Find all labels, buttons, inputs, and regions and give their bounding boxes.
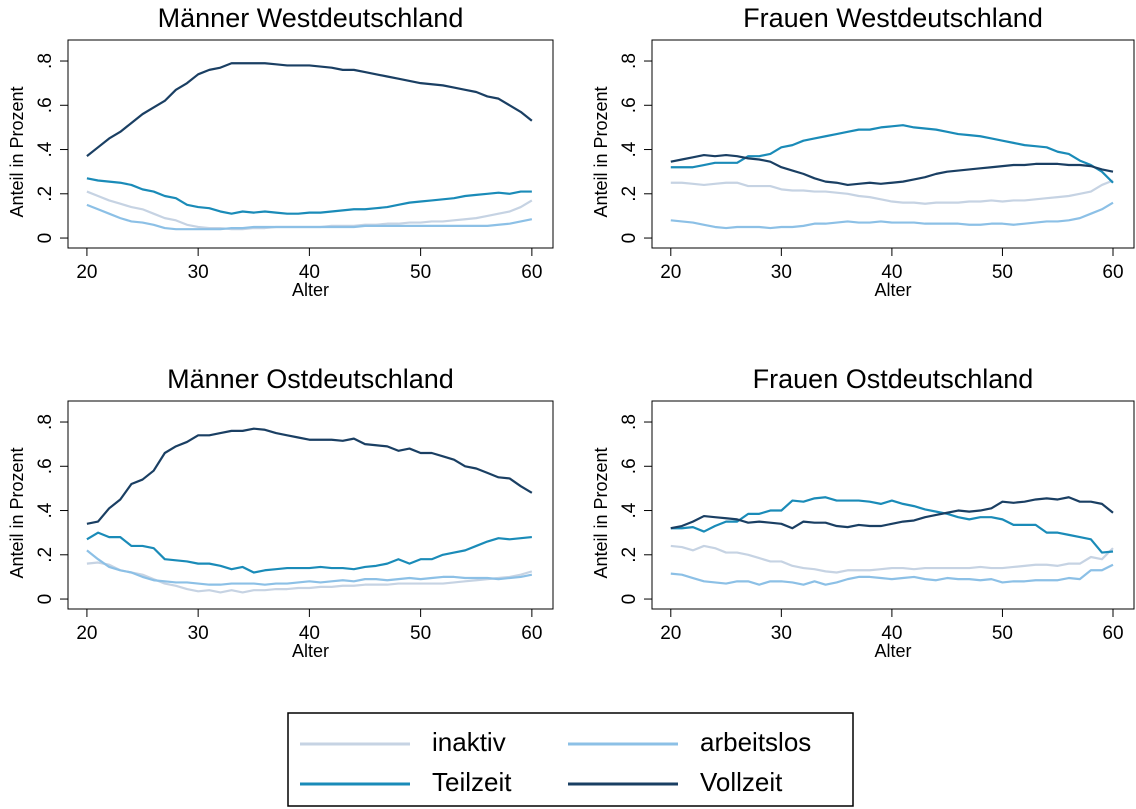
legend-box <box>287 712 854 807</box>
series-line <box>86 561 533 594</box>
x-tick-label: 60 <box>521 262 542 283</box>
chart-title: Männer Ostdeutschland <box>167 364 454 394</box>
y-tick-label: 0 <box>35 233 56 244</box>
plot-frame <box>651 400 1135 610</box>
x-tick-label: 50 <box>410 262 431 283</box>
series-line <box>86 203 533 231</box>
plot-frame <box>651 39 1135 249</box>
x-axis-label: Alter <box>874 641 911 661</box>
y-tick-label: .8 <box>35 414 56 430</box>
series-line <box>86 190 533 231</box>
series-line <box>86 549 533 586</box>
chart-title: Männer Westdeutschland <box>158 3 464 33</box>
series-line <box>670 179 1114 205</box>
legend-label: arbeitslos <box>700 727 811 757</box>
x-axis-label: Alter <box>292 280 329 300</box>
y-tick-label: 0 <box>35 594 56 605</box>
y-tick-label: .2 <box>35 186 56 202</box>
x-tick-label: 40 <box>299 623 320 644</box>
legend-label: Teilzeit <box>432 767 512 797</box>
series-line <box>86 62 533 158</box>
series-line <box>86 531 532 574</box>
y-axis-label: Anteil in Prozent <box>7 86 27 217</box>
y-tick-label: .2 <box>619 547 640 563</box>
x-tick-label: 30 <box>771 623 792 644</box>
x-tick-label: 20 <box>660 262 681 283</box>
x-axis-label: Alter <box>292 641 329 661</box>
y-tick-label: .8 <box>35 53 56 69</box>
y-tick-label: .6 <box>35 97 56 113</box>
y-axis-label: Anteil in Prozent <box>591 447 611 578</box>
series-line <box>670 496 1114 554</box>
series-line <box>670 153 1114 187</box>
y-tick-label: .4 <box>619 502 640 518</box>
x-tick-label: 30 <box>771 262 792 283</box>
series-line <box>670 544 1114 574</box>
series-line <box>670 201 1114 230</box>
legend-label: Vollzeit <box>700 767 783 797</box>
x-tick-label: 60 <box>1102 623 1123 644</box>
y-tick-label: .6 <box>35 458 56 474</box>
x-tick-label: 60 <box>521 623 542 644</box>
y-tick-label: 0 <box>619 233 640 244</box>
x-tick-label: 40 <box>299 262 320 283</box>
y-axis-label: Anteil in Prozent <box>7 447 27 578</box>
y-tick-label: .6 <box>619 97 640 113</box>
x-tick-label: 50 <box>410 623 431 644</box>
y-tick-label: .2 <box>619 186 640 202</box>
chart-title: Frauen Ostdeutschland <box>753 364 1034 394</box>
y-tick-label: .8 <box>619 53 640 69</box>
x-tick-label: 30 <box>188 623 209 644</box>
y-tick-label: .8 <box>619 414 640 430</box>
plot-frame <box>67 39 554 249</box>
y-tick-label: .4 <box>35 141 56 157</box>
x-tick-label: 60 <box>1102 262 1123 283</box>
series-line <box>670 563 1114 586</box>
plot-frame <box>67 400 554 610</box>
y-tick-label: .4 <box>619 141 640 157</box>
y-tick-label: .6 <box>619 458 640 474</box>
x-tick-label: 40 <box>881 262 902 283</box>
x-axis-label: Alter <box>874 280 911 300</box>
series-line <box>86 177 532 215</box>
y-tick-label: .4 <box>35 502 56 518</box>
y-tick-label: .2 <box>35 547 56 563</box>
x-tick-label: 20 <box>76 623 97 644</box>
series-line <box>670 496 1114 530</box>
y-axis-label: Anteil in Prozent <box>591 86 611 217</box>
chart-title: Frauen Westdeutschland <box>743 3 1043 33</box>
x-tick-label: 40 <box>881 623 902 644</box>
x-tick-label: 20 <box>660 623 681 644</box>
series-line <box>86 427 533 525</box>
y-tick-label: 0 <box>619 594 640 605</box>
x-tick-label: 30 <box>188 262 209 283</box>
x-tick-label: 20 <box>76 262 97 283</box>
series-line <box>670 124 1114 184</box>
legend-label: inaktiv <box>432 727 506 757</box>
x-tick-label: 50 <box>992 262 1013 283</box>
x-tick-label: 50 <box>992 623 1013 644</box>
